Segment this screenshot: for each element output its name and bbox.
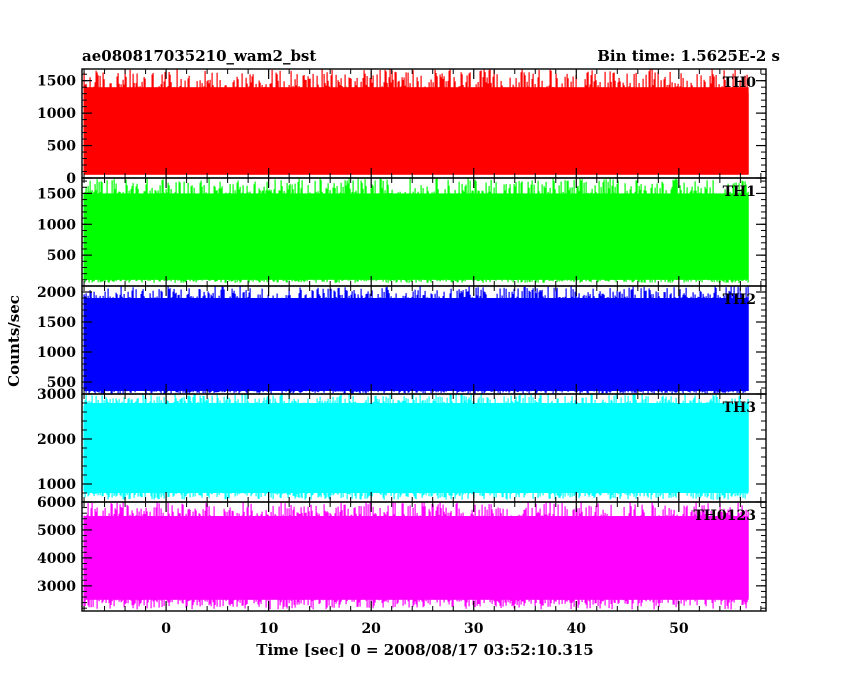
y-tick-label-th1: 1000: [37, 217, 76, 233]
panel-th2: [83, 286, 749, 394]
panel-label-th2: TH2: [723, 292, 756, 308]
y-tick-label-th2: 1000: [37, 345, 76, 361]
y-tick-label-th0: 500: [47, 139, 76, 155]
panel-label-th3: TH3: [723, 400, 756, 416]
y-tick-label-th3: 2000: [37, 432, 76, 448]
y-tick-label-th0123: 3000: [37, 579, 76, 595]
panel-label-th0123: TH0123: [693, 508, 756, 524]
y-tick-label-th3: 3000: [37, 387, 76, 403]
y-tick-label-th0123: 6000: [37, 495, 76, 511]
y-axis-label: Counts/sec: [5, 295, 23, 387]
y-tick-label-th0: 0: [66, 171, 76, 187]
y-tick-label-th0: 1500: [37, 74, 76, 90]
panel-th0123: [83, 502, 749, 610]
series-th2-trace: [83, 286, 749, 394]
x-tick-label: 40: [567, 621, 587, 637]
y-tick-label-th0123: 5000: [37, 523, 76, 539]
axes-layer: TH0050010001500TH150010001500TH250010001…: [37, 68, 767, 637]
bin-time-label: Bin time: 1.5625E-2 s: [597, 47, 780, 65]
y-tick-label-th2: 1500: [37, 315, 76, 331]
panel-th0123-frame: [81, 501, 767, 612]
y-tick-label-th0123: 4000: [37, 551, 76, 567]
chart-title: ae080817035210_wam2_bst: [82, 47, 316, 65]
panels-layer: [83, 69, 749, 610]
panel-label-th1: TH1: [723, 184, 756, 200]
panel-th1: [83, 178, 749, 283]
panel-label-th0: TH0: [723, 75, 757, 91]
y-tick-label-th2: 2000: [37, 285, 76, 301]
x-tick-label: 50: [669, 621, 689, 637]
y-tick-label-th3: 1000: [37, 477, 76, 493]
y-tick-label-th2: 500: [47, 375, 76, 391]
y-tick-label-th1: 500: [47, 248, 76, 264]
panel-th0: [83, 69, 749, 175]
series-th3-trace: [83, 394, 749, 500]
series-th0123-trace: [83, 502, 749, 610]
y-tick-label-th0: 1000: [37, 106, 76, 122]
y-tick-label-th1: 1500: [37, 186, 76, 202]
x-tick-label: 10: [259, 621, 279, 637]
x-axis-label: Time [sec] 0 = 2008/08/17 03:52:10.315: [256, 641, 593, 659]
x-tick-label: 30: [464, 621, 484, 637]
x-tick-label: 20: [361, 621, 381, 637]
panel-th3: [83, 394, 749, 500]
x-tick-label: 0: [161, 621, 171, 637]
series-th0-trace: [83, 69, 749, 175]
